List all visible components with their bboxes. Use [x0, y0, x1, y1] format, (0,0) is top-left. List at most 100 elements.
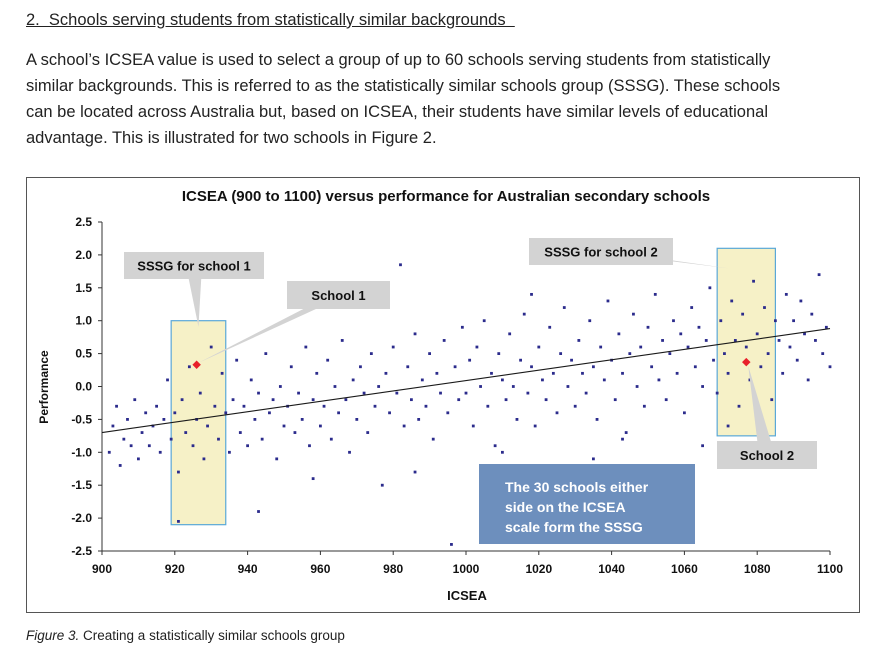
scatter-point — [311, 477, 315, 481]
scatter-point — [508, 332, 512, 336]
scatter-point — [129, 444, 133, 448]
scatter-point — [435, 371, 439, 375]
scatter-point — [282, 424, 286, 428]
y-tick-label: -1.5 — [71, 478, 92, 492]
scatter-point — [118, 464, 122, 467]
scatter-point — [249, 378, 253, 382]
scatter-point — [624, 431, 628, 434]
scatter-point — [151, 424, 155, 428]
scatter-point — [399, 263, 402, 267]
scatter-point — [377, 385, 381, 388]
scatter-point — [642, 404, 646, 408]
scatter-point — [544, 398, 548, 402]
scatter-point — [690, 306, 694, 309]
scatter-point — [198, 391, 202, 395]
scatter-point — [264, 352, 268, 355]
scatter-point — [817, 273, 821, 277]
scatter-point — [704, 339, 708, 342]
scatter-point — [555, 411, 559, 415]
x-tick-label: 1100 — [817, 562, 843, 576]
scatter-point — [708, 286, 712, 290]
sssg-label-1-text: SSSG for school 1 — [137, 259, 250, 274]
scatter-point — [111, 424, 115, 428]
scatter-point — [766, 352, 770, 355]
scatter-point — [147, 444, 151, 448]
scatter-point — [278, 385, 282, 388]
paragraph-line: advantage. This is illustrated for two s… — [26, 129, 437, 147]
scatter-point — [774, 319, 777, 323]
scatter-point — [814, 339, 817, 342]
scatter-point — [592, 365, 595, 369]
scatter-point — [715, 391, 719, 395]
scatter-point — [209, 345, 213, 349]
scatter-point — [664, 398, 668, 402]
scatter-point — [504, 398, 508, 402]
scatter-point — [730, 299, 734, 303]
scatter-point — [180, 398, 184, 402]
x-tick-label: 900 — [92, 562, 112, 576]
scatter-point — [719, 319, 723, 323]
scatter-point — [322, 404, 326, 408]
highlight-point-school-1 — [192, 360, 201, 370]
scatter-point — [191, 444, 195, 448]
scatter-point — [329, 437, 333, 441]
scatter-point — [257, 391, 260, 395]
scatter-point — [613, 398, 617, 402]
scatter-point — [562, 306, 566, 309]
scatter-point — [646, 325, 650, 329]
scatter-point — [621, 437, 624, 441]
scatter-point — [781, 371, 785, 375]
scatter-point — [777, 339, 781, 342]
caption-label: Figure 3. — [26, 628, 80, 643]
scatter-point — [253, 418, 257, 421]
callout-text-line: side on the ICSEA — [505, 499, 626, 515]
scatter-point — [213, 404, 217, 408]
scatter-point — [137, 457, 140, 461]
scatter-point — [577, 339, 581, 342]
scatter-point — [166, 378, 169, 382]
scatter-point — [490, 371, 493, 375]
scatter-point — [763, 306, 766, 309]
scatter-point — [315, 371, 319, 375]
scatter-point — [683, 411, 686, 415]
scatter-point — [246, 444, 249, 448]
scatter-point — [450, 543, 453, 546]
y-tick-label: -2.5 — [71, 544, 92, 558]
school-label-1-box — [287, 281, 390, 309]
scatter-point — [493, 444, 497, 448]
scatter-point — [304, 345, 308, 349]
scatter-point — [533, 424, 537, 428]
trend-line — [101, 328, 831, 434]
scatter-point — [733, 339, 737, 342]
scatter-point — [726, 371, 730, 375]
scatter-point — [300, 418, 304, 421]
sssg-box-2 — [716, 247, 776, 437]
y-tick-label: -2.0 — [71, 511, 92, 525]
scatter-point — [632, 312, 635, 316]
callout-text-line: scale form the SSSG — [505, 519, 643, 535]
scatter-point — [187, 365, 191, 369]
scatter-point — [792, 319, 795, 323]
scatter-point — [144, 411, 148, 415]
scatter-point — [748, 378, 752, 382]
scatter-point — [362, 391, 366, 395]
scatter-point — [788, 345, 792, 349]
scatter-point — [133, 398, 137, 402]
scatter-point — [271, 398, 275, 402]
x-tick-label: 1080 — [744, 562, 771, 576]
scatter-point — [242, 404, 246, 408]
scatter-point — [413, 332, 417, 336]
intro-paragraph: A school’s ICSEA value is used to select… — [26, 47, 856, 151]
scatter-point — [439, 391, 442, 395]
paragraph-line: A school’s ICSEA value is used to select… — [26, 51, 771, 69]
scatter-point — [701, 444, 704, 448]
scatter-point — [668, 352, 672, 355]
scatter-point — [621, 371, 624, 375]
paragraph-line: can be located across Australia but, bas… — [26, 103, 769, 121]
scatter-point — [464, 391, 468, 395]
scatter-point — [173, 411, 177, 415]
scatter-point — [522, 312, 526, 316]
x-axis-title: ICSEA — [447, 588, 487, 603]
scatter-point — [548, 325, 552, 329]
scatter-point — [803, 332, 806, 336]
